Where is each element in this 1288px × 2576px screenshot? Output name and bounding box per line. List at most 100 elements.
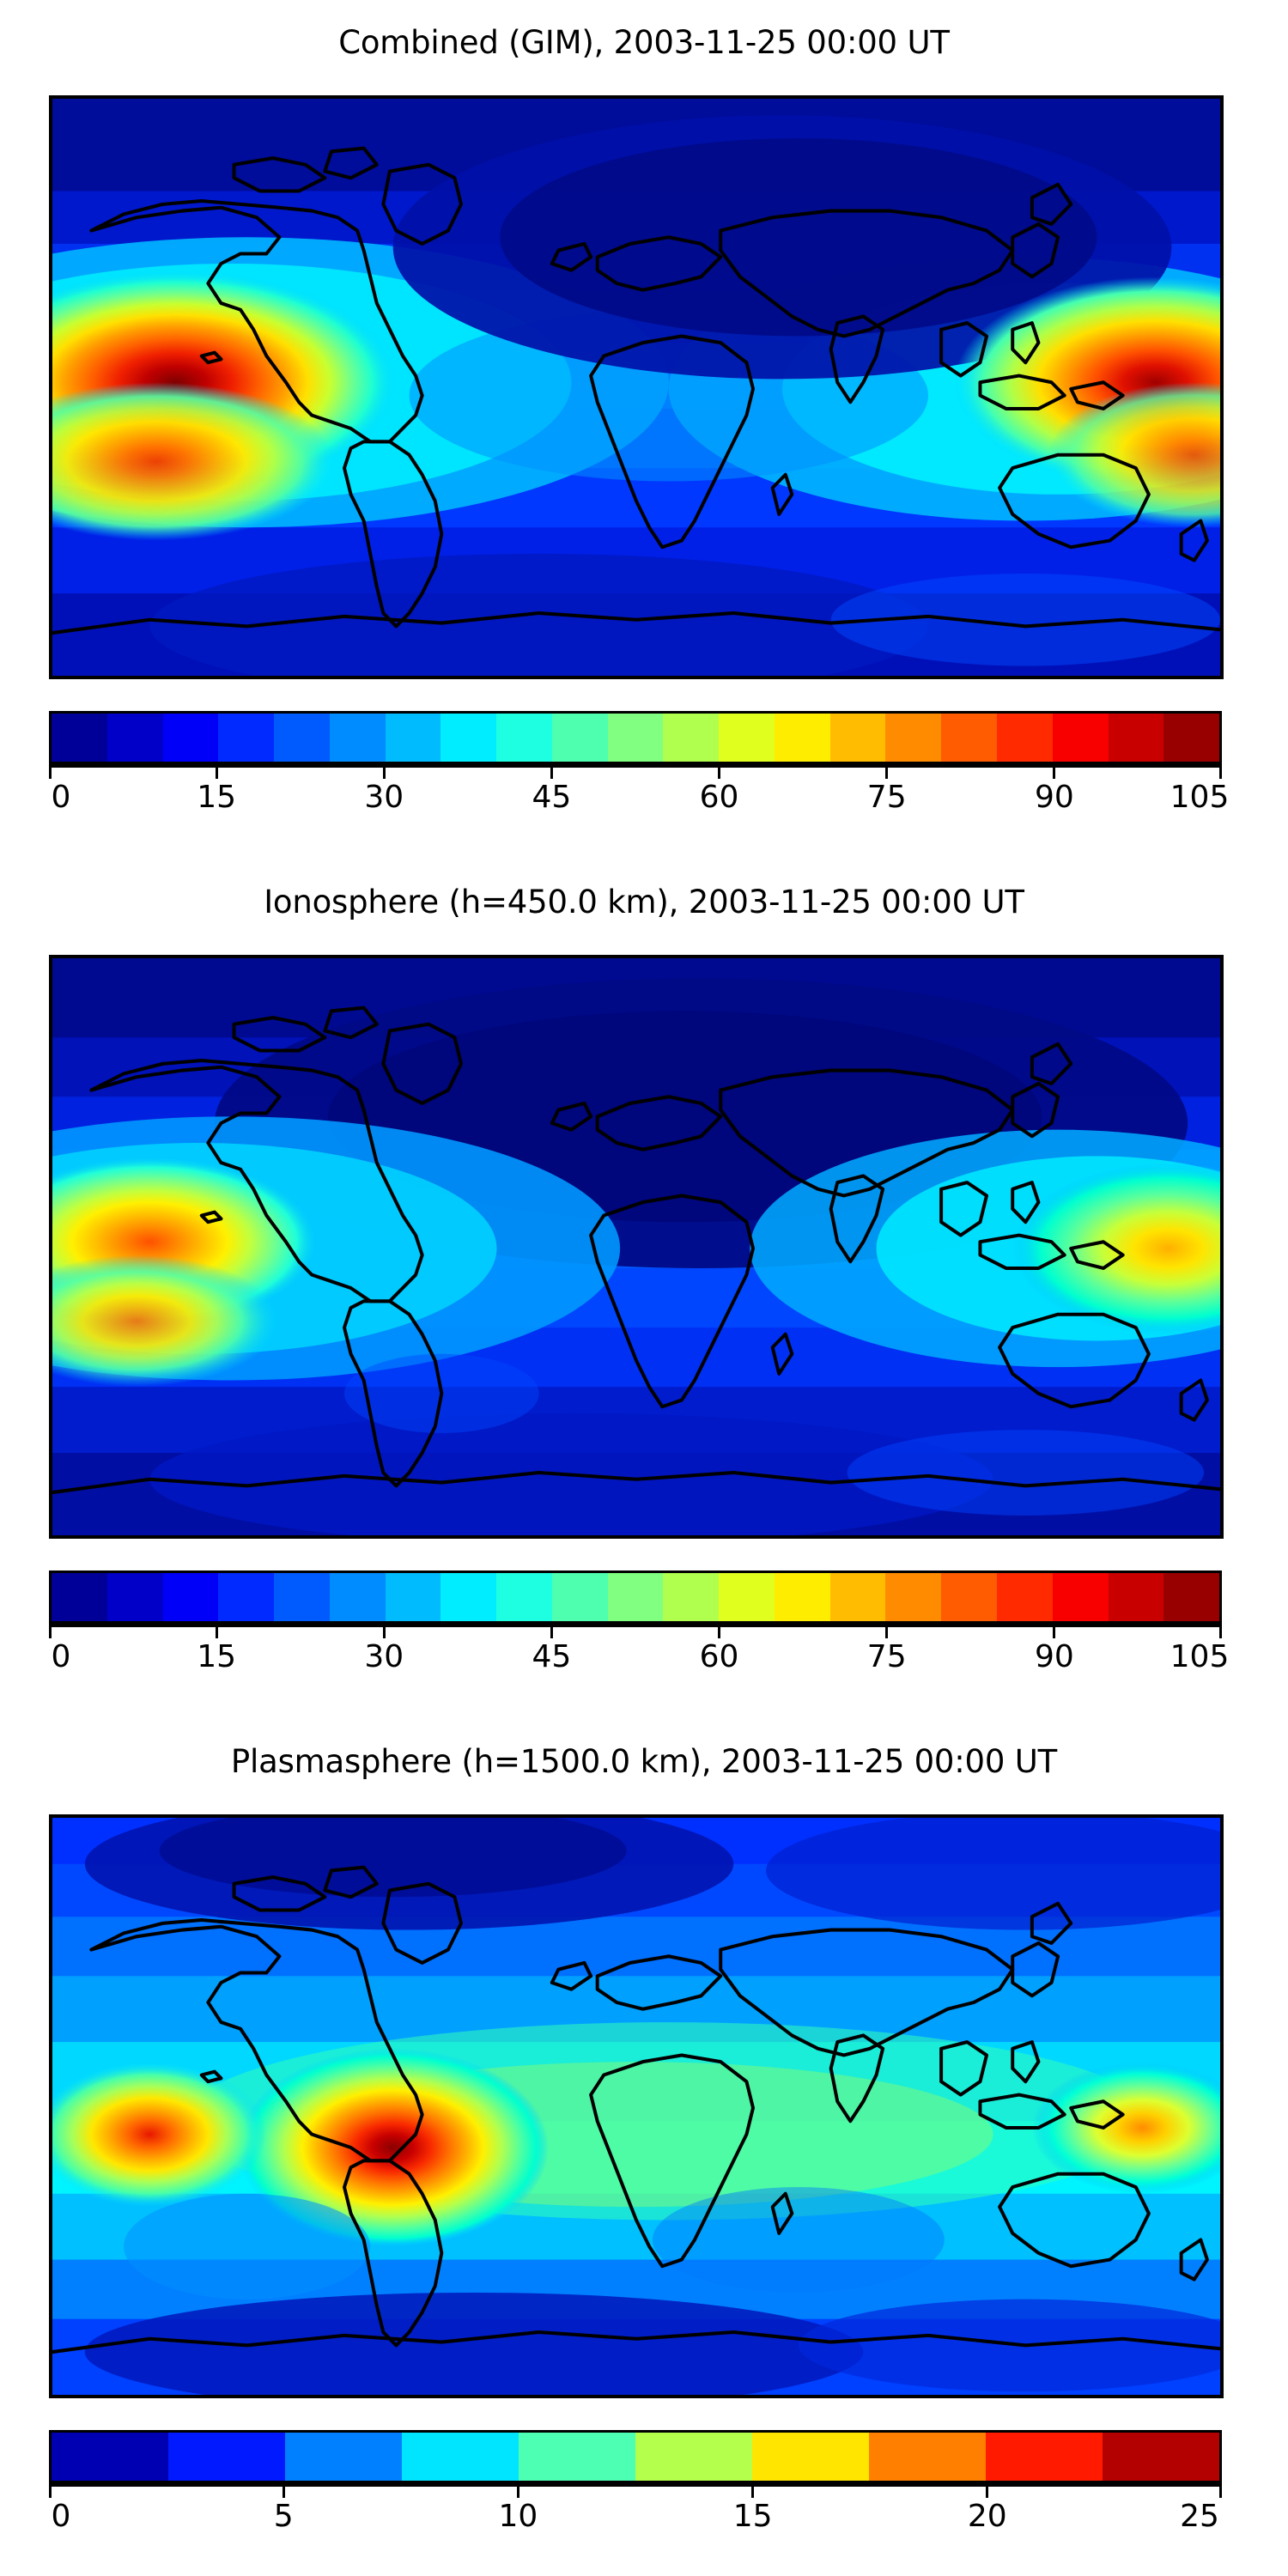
colorbar-ionosphere-ticks: [49, 1624, 1222, 1639]
colorbar-tick-label: 90: [1034, 1639, 1074, 1674]
colorbar-band: [829, 1573, 886, 1621]
coastlines-plasmasphere: [52, 1865, 1220, 2354]
colorbar-tick: [215, 764, 218, 779]
colorbar-band: [941, 714, 998, 762]
colorbar-band: [997, 714, 1053, 762]
colorbar-tick-label: 0: [51, 2499, 71, 2534]
colorbar-band: [329, 1573, 386, 1621]
colorbar-band: [719, 1573, 775, 1621]
colorbar-tick-label: 75: [866, 780, 907, 815]
colorbar-tick-label: 45: [532, 1639, 572, 1674]
colorbar-tick-label: 60: [699, 1639, 739, 1674]
colorbar-tick-label: 0: [51, 780, 71, 815]
colorbar-tick: [49, 764, 52, 779]
colorbar-tick: [49, 1624, 52, 1638]
colorbar-band: [519, 2433, 635, 2481]
colorbar-tick-label: 45: [532, 780, 572, 815]
colorbar-band: [885, 714, 942, 762]
map-canvas-combined: [52, 99, 1220, 676]
colorbar-tick: [215, 1624, 218, 1638]
colorbar-band: [440, 714, 497, 762]
colorbar-tick: [1053, 764, 1056, 779]
panel-title-plasmasphere: Plasmasphere (h=1500.0 km), 2003-11-25 0…: [230, 1743, 1058, 1780]
colorbar-tick: [718, 764, 721, 779]
colorbar-band: [402, 2433, 519, 2481]
colorbar-band: [986, 2433, 1103, 2481]
colorbar-tick: [516, 2483, 519, 2498]
colorbar-combined-labels: 0 15 30 45 60 75 90 105: [49, 780, 1230, 821]
colorbar-band: [752, 2433, 869, 2481]
colorbar-tick: [282, 2483, 285, 2498]
colorbar-tick-label: 105: [1170, 780, 1230, 815]
colorbar-band: [607, 1573, 664, 1621]
colorbar-band: [997, 1573, 1053, 1621]
colorbar-tick: [1219, 764, 1222, 779]
colorbar-band: [496, 1573, 552, 1621]
colorbar-tick: [550, 1624, 553, 1638]
colorbar-combined: [49, 711, 1222, 764]
colorbar-band: [774, 1573, 830, 1621]
colorbar-tick-label: 75: [866, 1639, 907, 1674]
panel-combined-gim: Combined (GIM), 2003-11-25 00:00 UT: [0, 24, 1288, 61]
panel-title-ionosphere: Ionosphere (h=450.0 km), 2003-11-25 00:0…: [264, 884, 1024, 920]
colorbar-band: [168, 2433, 285, 2481]
panel-ionosphere: Ionosphere (h=450.0 km), 2003-11-25 00:0…: [0, 884, 1288, 920]
colorbar-plasmasphere-labels: 0 5 10 15 20 25: [49, 2499, 1222, 2540]
colorbar-tick: [885, 764, 889, 779]
map-ionosphere: [49, 955, 1224, 1539]
colorbar-band: [607, 714, 664, 762]
colorbar-band: [285, 2433, 402, 2481]
colorbar-band: [829, 714, 886, 762]
colorbar-band: [885, 1573, 942, 1621]
colorbar-tick-label: 30: [364, 1639, 404, 1674]
colorbar-tick: [382, 1624, 386, 1638]
colorbar-band: [496, 714, 552, 762]
colorbar-band: [106, 1573, 163, 1621]
colorbar-band: [329, 714, 386, 762]
colorbar-band: [218, 714, 275, 762]
colorbar-tick-label: 5: [273, 2499, 294, 2534]
map-plasmasphere: [49, 1814, 1224, 2398]
map-canvas-plasmasphere: [52, 1818, 1220, 2395]
coastlines-combined: [52, 146, 1220, 635]
colorbar-band: [52, 2433, 168, 2481]
colorbar-plasmasphere-wrap: 0 5 10 15 20 25: [49, 2430, 1222, 2540]
colorbar-band: [162, 1573, 219, 1621]
colorbar-band: [52, 714, 107, 762]
map-combined-gim: [49, 95, 1224, 679]
colorbar-band: [274, 1573, 330, 1621]
colorbar-tick-label: 15: [197, 1639, 237, 1674]
colorbar-tick: [49, 2483, 52, 2498]
colorbar-tick-label: 15: [732, 2499, 773, 2534]
colorbar-tick-label: 60: [699, 780, 739, 815]
colorbar-band: [663, 1573, 720, 1621]
colorbar-band: [52, 1573, 107, 1621]
colorbar-tick: [986, 2483, 989, 2498]
colorbar-band: [1163, 714, 1219, 762]
colorbar-band: [551, 714, 608, 762]
colorbar-tick-label: 10: [498, 2499, 538, 2534]
colorbar-band: [774, 714, 830, 762]
colorbar-band: [440, 1573, 497, 1621]
colorbar-band: [1103, 2433, 1219, 2481]
colorbar-band: [1163, 1573, 1219, 1621]
colorbar-plasmasphere-ticks: [49, 2483, 1222, 2499]
colorbar-tick: [1053, 1624, 1056, 1638]
colorbar-tick: [382, 764, 386, 779]
colorbar-band: [941, 1573, 998, 1621]
colorbar-plasmasphere: [49, 2430, 1222, 2483]
colorbar-tick-label: 105: [1170, 1639, 1230, 1674]
map-canvas-ionosphere: [52, 958, 1220, 1535]
colorbar-band: [663, 714, 720, 762]
colorbar-tick-label: 0: [51, 1639, 71, 1674]
colorbar-band: [719, 714, 775, 762]
colorbar-band: [385, 1573, 441, 1621]
colorbar-tick: [1219, 1624, 1222, 1638]
colorbar-band: [162, 714, 219, 762]
colorbar-tick-label: 20: [967, 2499, 1007, 2534]
colorbar-tick: [1219, 2483, 1222, 2498]
panel-plasmasphere: Plasmasphere (h=1500.0 km), 2003-11-25 0…: [0, 1743, 1288, 1780]
colorbar-band: [551, 1573, 608, 1621]
colorbar-tick: [885, 1624, 889, 1638]
